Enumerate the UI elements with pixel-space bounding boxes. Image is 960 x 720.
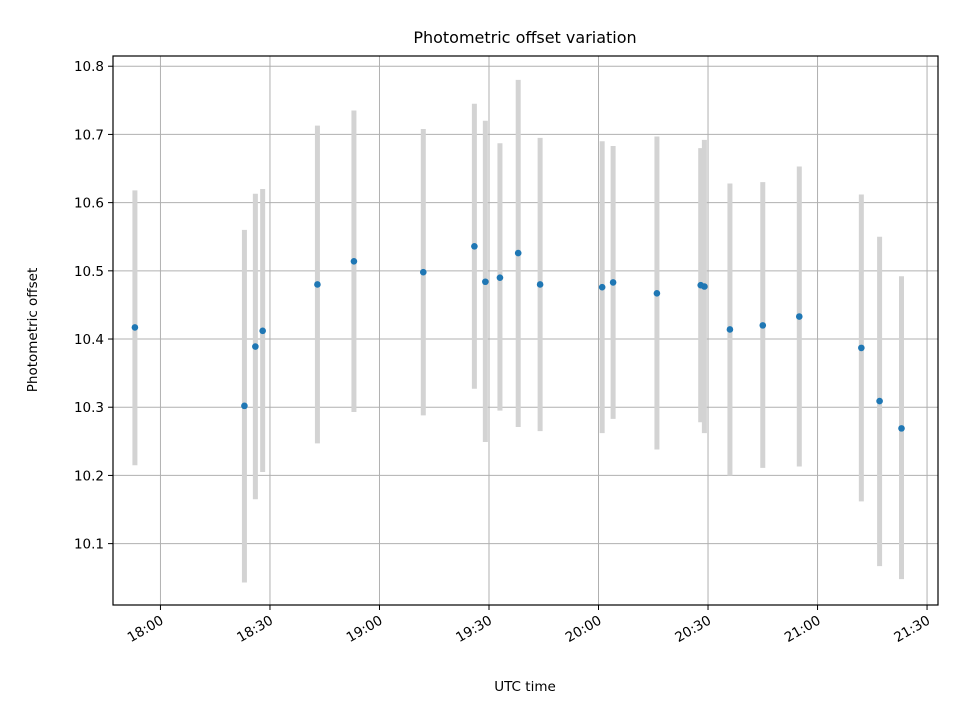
y-tick-label: 10.8 (74, 59, 104, 75)
x-tick-label: 19:30 (453, 613, 495, 646)
x-tick-label: 18:00 (125, 613, 167, 646)
y-axis-label: Photometric offset (25, 268, 41, 392)
data-point (419, 268, 427, 276)
x-axis-ticks: 18:00 18:30 19:00 19:30 20:00 20:30 21:00 21:30 (125, 605, 933, 646)
x-tick-label: 20:00 (563, 613, 605, 646)
data-point (653, 290, 661, 297)
data-points (131, 242, 905, 432)
x-tick-label: 20:30 (672, 613, 714, 646)
x-tick-label: 21:30 (891, 613, 933, 646)
data-point (898, 425, 905, 432)
data-point (609, 279, 617, 286)
y-tick-label: 10.1 (74, 537, 104, 553)
data-point (496, 274, 504, 281)
data-point (795, 313, 803, 320)
data-point (514, 249, 522, 257)
error-bars (132, 79, 904, 583)
data-point (259, 327, 266, 335)
x-tick-label: 19:00 (344, 613, 386, 646)
data-point (876, 397, 883, 405)
x-tick-label: 18:30 (234, 613, 276, 646)
y-tick-label: 10.5 (74, 264, 104, 280)
grid (113, 56, 938, 605)
data-point (482, 278, 489, 286)
data-point (858, 344, 865, 352)
y-tick-label: 10.3 (74, 400, 104, 416)
y-tick-label: 10.4 (74, 332, 104, 348)
data-point (701, 283, 708, 290)
data-point (536, 281, 544, 288)
data-point (726, 326, 734, 333)
y-tick-label: 10.2 (74, 468, 104, 484)
x-tick-label: 21:00 (782, 613, 824, 646)
data-point (471, 242, 478, 250)
plot-frame (112, 55, 939, 606)
data-point (598, 283, 606, 291)
data-point (241, 402, 248, 410)
data-point (350, 257, 358, 265)
x-axis-label: UTC time (494, 679, 556, 695)
y-tick-label: 10.7 (74, 127, 104, 143)
y-axis-ticks: 10.1 10.2 10.3 10.4 10.5 10.6 10.7 10.8 (74, 59, 113, 553)
data-point (314, 281, 321, 288)
data-point (131, 324, 139, 331)
chart-title: Photometric offset variation (413, 28, 636, 47)
data-point (759, 322, 767, 329)
y-tick-label: 10.6 (74, 196, 104, 212)
data-point (252, 343, 259, 350)
